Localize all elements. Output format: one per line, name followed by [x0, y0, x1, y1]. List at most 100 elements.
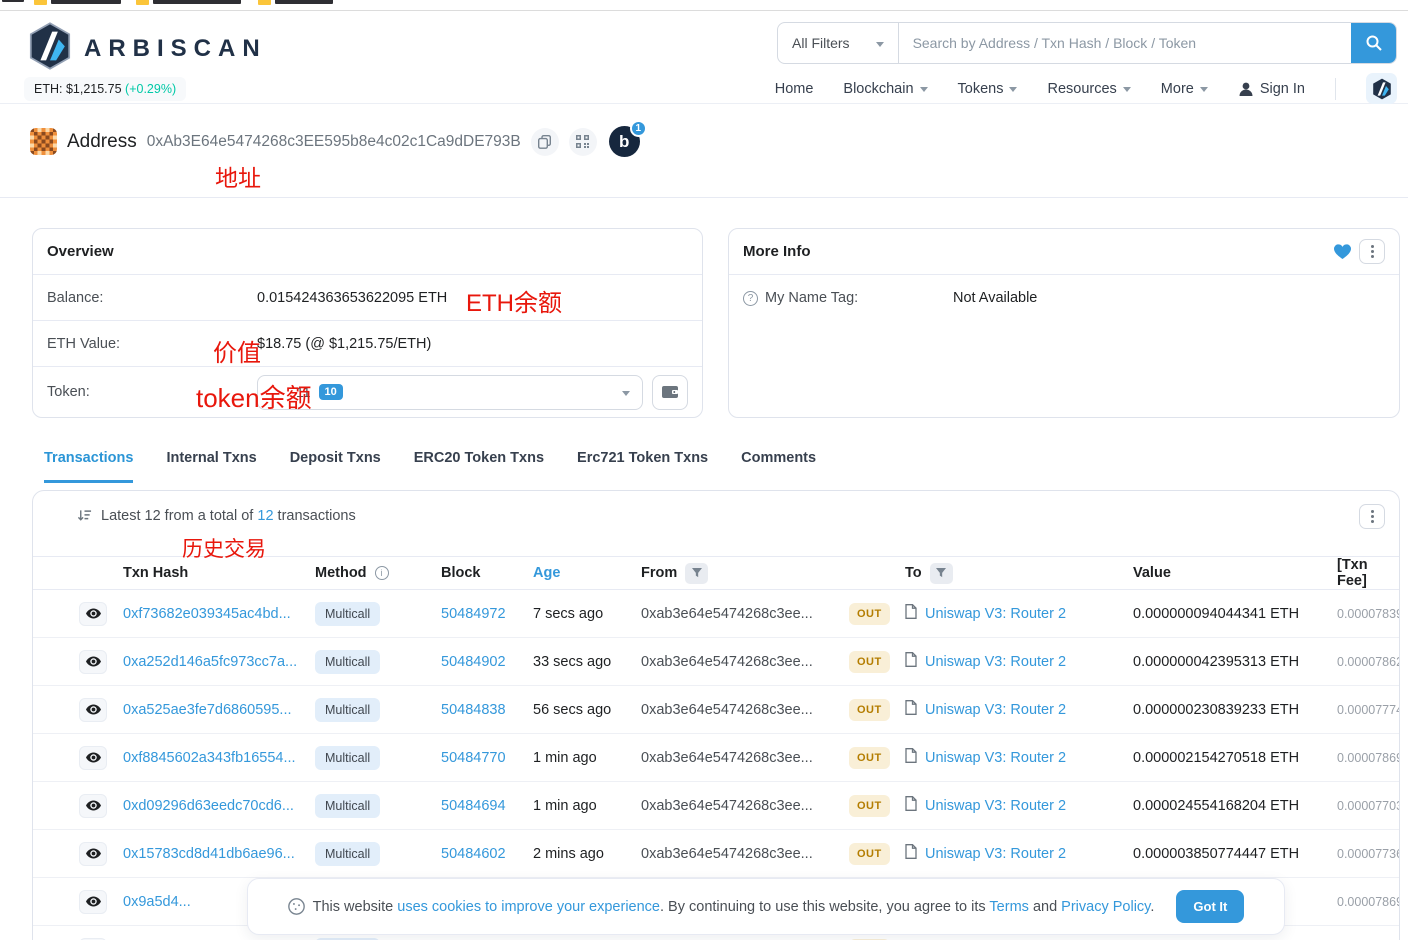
nav-tokens[interactable]: Tokens — [958, 81, 1018, 97]
fee-text: 0.00007869 — [1337, 894, 1400, 909]
to-link[interactable]: Uniswap V3: Router 2 — [925, 701, 1067, 718]
method-badge[interactable]: Multicall — [315, 793, 381, 818]
more-info-title: More Info — [743, 243, 811, 260]
eye-button[interactable] — [79, 745, 107, 770]
value-text: 0.000000094044341 ETH — [1133, 605, 1300, 622]
cookies-info-link[interactable]: uses cookies to improve your experience — [397, 898, 660, 915]
tab-comments[interactable]: Comments — [741, 450, 817, 466]
txn-hash-link[interactable]: 0x9a5d4... — [123, 893, 191, 910]
from-filter-button[interactable] — [685, 562, 709, 584]
name-tag-value: Not Available — [953, 290, 1038, 306]
eye-icon — [85, 800, 101, 811]
to-link[interactable]: Uniswap V3: Router 2 — [925, 845, 1067, 862]
value-text: 0.000000230839233 ETH — [1133, 701, 1300, 718]
privacy-policy-link[interactable]: Privacy Policy — [1061, 898, 1151, 915]
token-dropdown[interactable]: 11 10 — [257, 374, 643, 410]
tx-count-link[interactable]: 12 — [257, 508, 274, 524]
nav-divider — [1335, 77, 1336, 100]
eth-price-badge: ETH: $1,215.75 (+0.29%) — [24, 77, 187, 101]
tab-transactions[interactable]: Transactions — [44, 450, 134, 483]
eye-button[interactable] — [79, 601, 107, 626]
eye-icon — [85, 848, 101, 859]
search-filter-dropdown[interactable]: All Filters — [778, 23, 899, 63]
txn-hash-link[interactable]: 0xa252d146a5fc973cc7a... — [123, 653, 298, 670]
cookie-icon — [287, 898, 305, 915]
method-badge[interactable]: Multicall — [315, 841, 381, 866]
method-badge[interactable]: Multicall — [315, 745, 381, 770]
tab-bar: Transactions Internal Txns Deposit Txns … — [44, 450, 816, 483]
age-toggle-link[interactable]: Age — [533, 565, 561, 581]
more-options-button[interactable] — [1359, 239, 1385, 264]
name-tag-label: My Name Tag: — [765, 290, 859, 306]
eye-button[interactable] — [79, 697, 107, 722]
to-link[interactable]: Uniswap V3: Router 2 — [925, 653, 1067, 670]
copy-address-button[interactable] — [530, 127, 559, 156]
table-options-button[interactable] — [1359, 503, 1385, 529]
search-input[interactable] — [898, 23, 1351, 63]
tab-deposit-txns[interactable]: Deposit Txns — [289, 450, 381, 466]
method-badge[interactable]: Multicall — [315, 697, 381, 722]
block-link[interactable]: 50484838 — [441, 701, 506, 718]
to-link[interactable]: Uniswap V3: Router 2 — [925, 797, 1067, 814]
search-button[interactable] — [1351, 23, 1396, 63]
info-icon[interactable]: i — [374, 566, 389, 580]
to-link[interactable]: Uniswap V3: Router 2 — [925, 605, 1067, 622]
nav-blockchain[interactable]: Blockchain — [843, 81, 928, 97]
terms-link[interactable]: Terms — [989, 898, 1029, 915]
method-badge[interactable]: Multicall — [315, 937, 381, 940]
direction-badge: OUT — [849, 602, 890, 625]
balance-label: Balance: — [47, 289, 104, 306]
bookmark-item[interactable] — [34, 0, 121, 5]
contract-icon — [905, 844, 917, 863]
block-link[interactable]: 50484972 — [441, 605, 506, 622]
nav-resources[interactable]: Resources — [1047, 81, 1131, 97]
contract-icon — [905, 604, 917, 623]
block-link[interactable]: 50484770 — [441, 749, 506, 766]
block-link[interactable]: 50484902 — [441, 653, 506, 670]
sign-in-button[interactable]: Sign In — [1238, 81, 1305, 97]
direction-badge: OUT — [849, 746, 890, 769]
txn-hash-link[interactable]: 0xf73682e039345ac4bd... — [123, 605, 291, 622]
tab-erc721-token-txns[interactable]: Erc721 Token Txns — [577, 450, 709, 466]
bookmark-item[interactable] — [258, 0, 333, 5]
method-badge[interactable]: Multicall — [315, 601, 381, 626]
address-section: Address 0xAb3E64e5474268c3EE595b8e4c02c1… — [0, 104, 1408, 198]
from-address: 0xab3e64e5474268c3ee... — [641, 749, 813, 766]
eye-button[interactable] — [79, 793, 107, 818]
to-link[interactable]: Uniswap V3: Router 2 — [925, 749, 1067, 766]
search-icon — [1366, 35, 1382, 51]
block-link[interactable]: 50484694 — [441, 797, 506, 814]
eye-button[interactable] — [79, 649, 107, 674]
tab-erc20-token-txns[interactable]: ERC20 Token Txns — [413, 450, 545, 466]
brand-logo[interactable]: ARBISCAN — [28, 22, 267, 75]
qr-code-button[interactable] — [568, 127, 597, 156]
value-text: 0.000024554168204 ETH — [1133, 797, 1300, 814]
wallet-button[interactable] — [652, 374, 688, 410]
to-filter-button[interactable] — [929, 562, 953, 584]
favorite-button[interactable] — [1334, 244, 1351, 259]
chevron-down-icon — [875, 41, 884, 47]
direction-badge: OUT — [849, 842, 890, 865]
eye-button[interactable] — [79, 889, 107, 914]
txn-hash-link[interactable]: 0xa525ae3fe7d6860595... — [123, 701, 292, 718]
address-identicon — [30, 128, 57, 155]
tab-internal-txns[interactable]: Internal Txns — [166, 450, 257, 466]
bookmark-item[interactable] — [136, 0, 241, 5]
bookmark-item[interactable] — [2, 0, 24, 2]
nav-more[interactable]: More — [1161, 81, 1208, 97]
eye-icon — [85, 752, 101, 763]
got-it-button[interactable]: Got It — [1176, 890, 1245, 923]
eye-button[interactable] — [79, 841, 107, 866]
chevron-down-icon — [919, 87, 928, 92]
block-link[interactable]: 50484602 — [441, 845, 506, 862]
network-switch-button[interactable] — [1366, 73, 1397, 104]
token-dropdown-value: 11 — [296, 384, 311, 400]
txn-hash-link[interactable]: 0xf8845602a343fb16554... — [123, 749, 296, 766]
direction-badge: OUT — [849, 698, 890, 721]
direction-badge: OUT — [849, 938, 890, 940]
txn-hash-link[interactable]: 0xd09296d63eedc70cd6... — [123, 797, 294, 814]
nav-home[interactable]: Home — [774, 80, 814, 97]
txn-hash-link[interactable]: 0x15783cd8d41db6ae96... — [123, 845, 295, 862]
method-badge[interactable]: Multicall — [315, 649, 381, 674]
blockscan-chat-button[interactable]: b 1 — [608, 120, 647, 157]
